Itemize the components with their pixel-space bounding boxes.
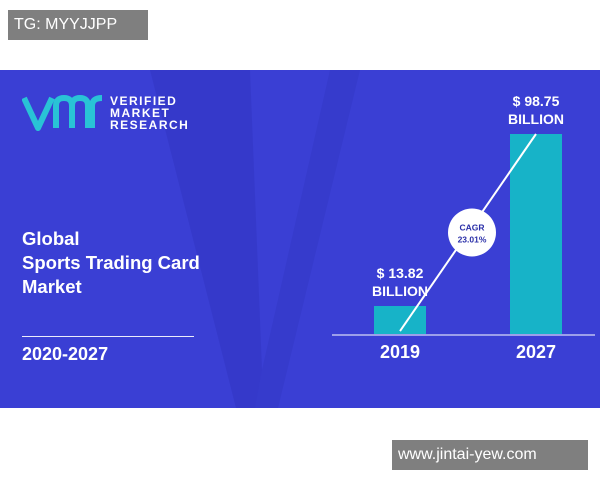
header-tag: TG: MYYJJPP (8, 10, 148, 40)
cagr-label: CAGR (459, 223, 484, 233)
footer-tag: www.jintai-yew.com (392, 440, 588, 470)
title-line-3: Market (22, 276, 82, 297)
page-title: Global Sports Trading Card Market (22, 227, 200, 299)
x-tick-2027: 2027 (516, 342, 556, 362)
vmr-logo-icon (22, 94, 103, 131)
cagr-value: 23.01% (458, 235, 487, 245)
logo-line-3: RESEARCH (110, 118, 190, 132)
title-line-2: Sports Trading Card (22, 252, 200, 273)
market-size-chart: $ 13.82 BILLION 2019 $ 98.75 BILLION 2027 CAGR… (332, 93, 595, 362)
data-label-2027: $ 98.75 (513, 93, 560, 109)
forecast-period: 2020-2027 (22, 344, 109, 364)
infographic-banner: VERIFIED MARKET RESEARCH Global Sports T… (0, 70, 600, 408)
data-label-unit-2027: BILLION (508, 111, 564, 127)
logo-wordmark: VERIFIED MARKET RESEARCH (110, 95, 189, 131)
bar-2027 (510, 134, 562, 334)
title-line-1: Global (22, 228, 80, 249)
logo-line-1: VERIFIED (110, 94, 178, 108)
v-watermark-icon (150, 70, 360, 408)
data-label-unit-2019: BILLION (372, 283, 428, 299)
data-label-2019: $ 13.82 (377, 265, 424, 281)
cagr-badge (448, 208, 496, 257)
title-divider (22, 336, 194, 337)
logo-line-2: MARKET (110, 106, 171, 120)
x-tick-2019: 2019 (380, 342, 420, 362)
